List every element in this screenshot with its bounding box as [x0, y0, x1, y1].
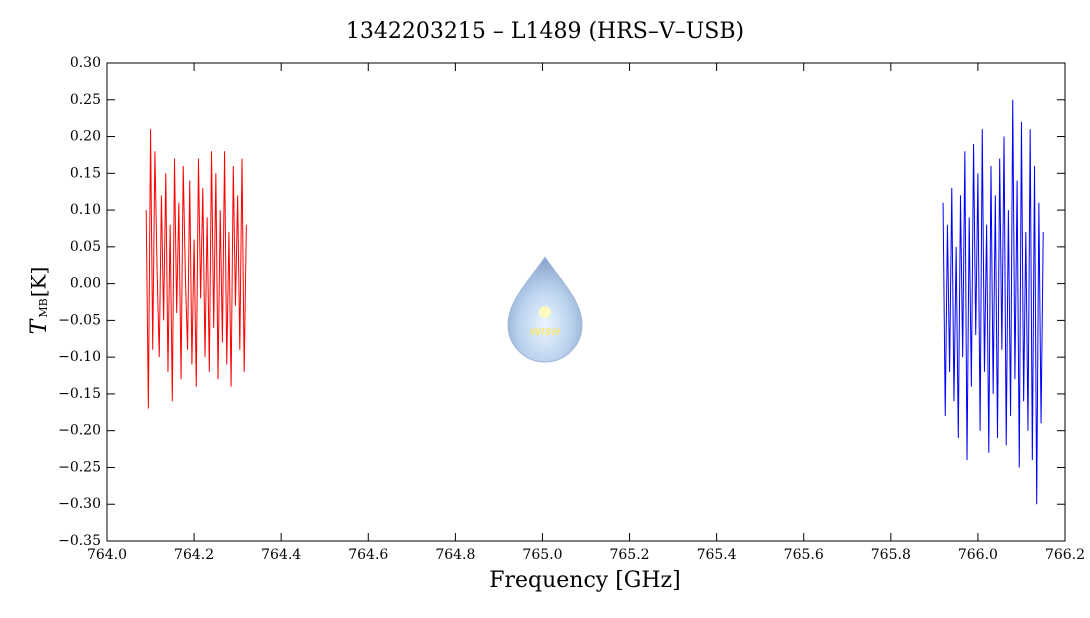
y-tick-label: −0.25 [58, 459, 101, 475]
y-tick-label: −0.20 [58, 423, 101, 439]
x-tick-label: 765.8 [871, 547, 911, 563]
y-tick-label: 0.20 [70, 129, 101, 145]
x-tick-label: 764.2 [174, 547, 214, 563]
x-tick-label: 765.4 [697, 547, 737, 563]
chart-title: 1342203215 – L1489 (HRS–V–USB) [346, 19, 744, 44]
y-tick-label: −0.05 [58, 312, 101, 328]
x-axis-label: Frequency [GHz] [489, 568, 681, 593]
x-tick-label: 766.2 [1045, 547, 1085, 563]
x-tick-label: 764.4 [261, 547, 301, 563]
logo: WISH [507, 256, 583, 363]
y-axis-label-sub: MB [37, 298, 50, 317]
x-tick-label: 765.0 [522, 547, 562, 563]
y-tick-label: −0.10 [58, 349, 101, 365]
y-tick-label: −0.35 [58, 533, 101, 549]
spectrum-line [145, 129, 247, 409]
y-axis-label: T [27, 317, 52, 334]
x-tick-label: 764.8 [435, 547, 475, 563]
y-tick-label: 0.00 [70, 276, 101, 292]
y-tick-label: −0.30 [58, 496, 101, 512]
y-tick-label: 0.10 [70, 202, 101, 218]
y-tick-label: 0.05 [70, 239, 101, 255]
y-tick-label: −0.15 [58, 386, 101, 402]
y-tick-label: 0.25 [70, 92, 101, 108]
x-tick-label: 765.6 [784, 547, 824, 563]
x-tick-label: 764.6 [348, 547, 388, 563]
logo-text: WISH [530, 327, 561, 338]
x-tick-label: 765.2 [609, 547, 649, 563]
x-tick-label: 764.0 [87, 547, 127, 563]
y-tick-label: 0.30 [70, 55, 101, 71]
spectrum-line [942, 99, 1044, 505]
y-tick-label: 0.15 [70, 165, 101, 181]
plot-frame [106, 62, 1066, 542]
x-tick-label: 766.0 [958, 547, 998, 563]
y-axis-label-group: T MB [K] [27, 267, 53, 335]
y-axis-unit: [K] [27, 267, 51, 298]
